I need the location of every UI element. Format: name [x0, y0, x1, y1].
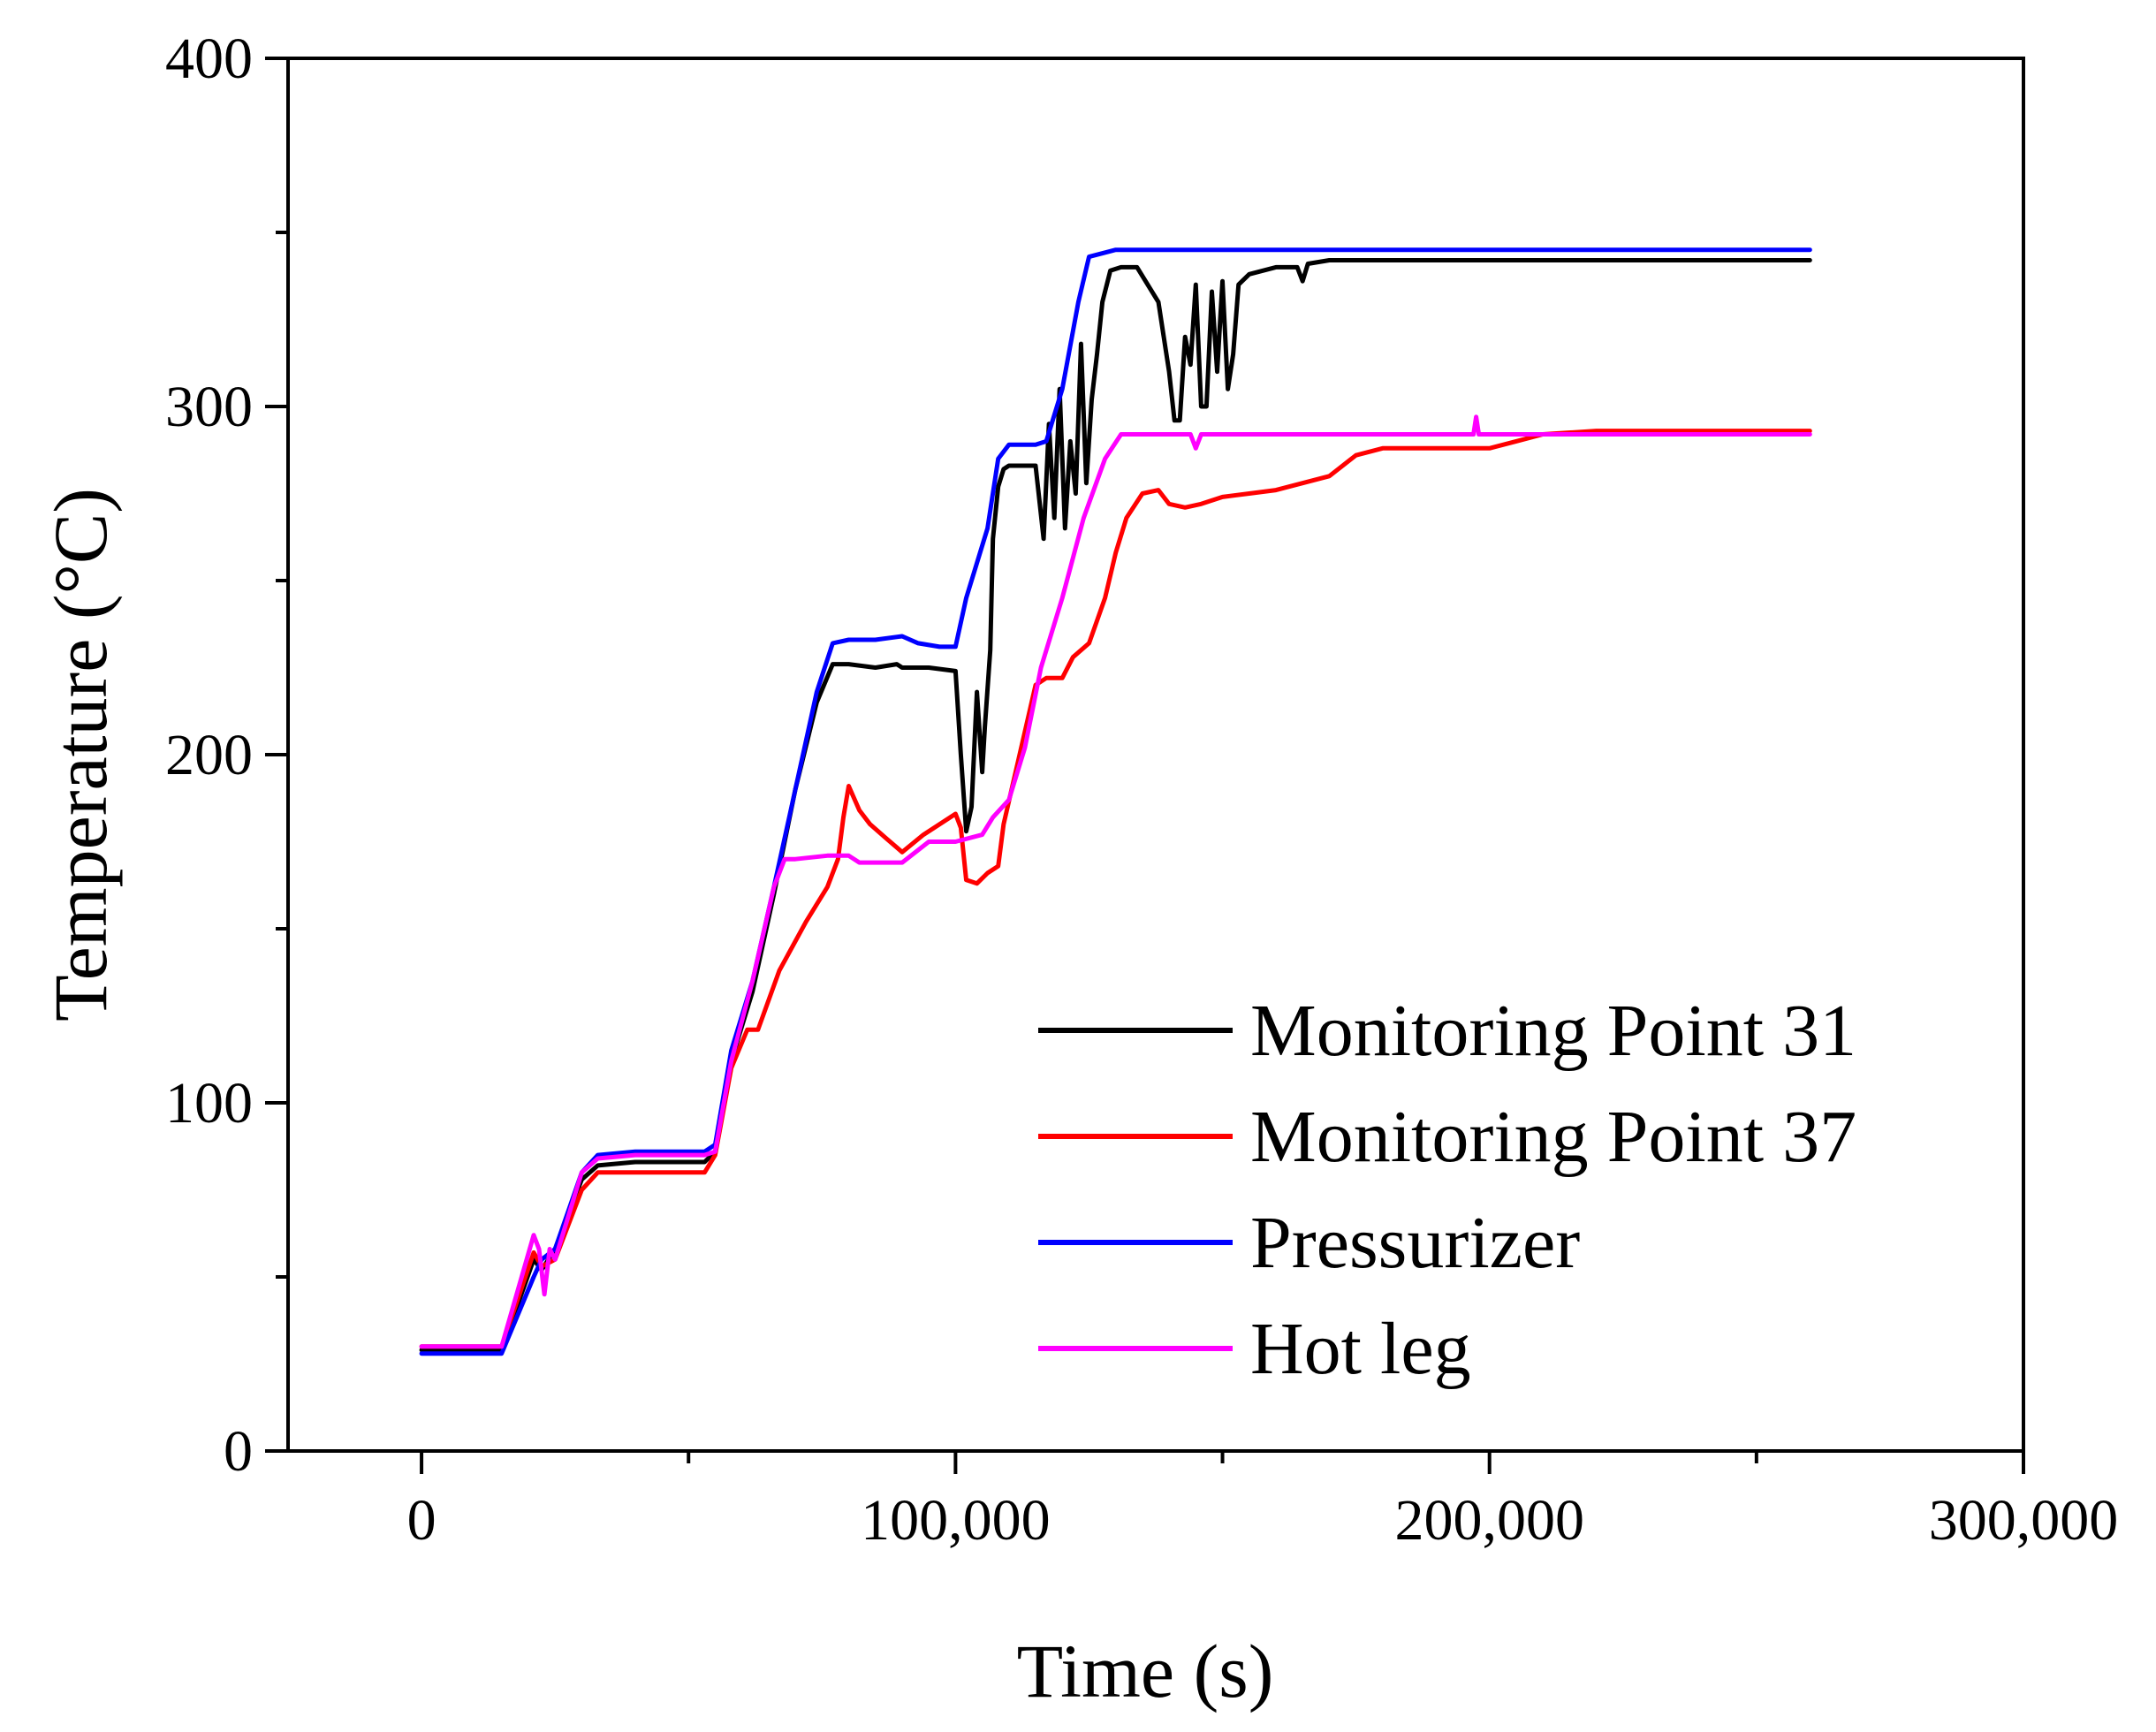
series-line-1 [419, 429, 1812, 1349]
y-tick-label: 0 [224, 1419, 253, 1484]
y-axis-title: Temperature (°C) [38, 488, 123, 1022]
y-tick-label: 400 [165, 27, 253, 91]
x-tick-label: 200,000 [1394, 1488, 1584, 1553]
legend-label-0: Monitoring Point 31 [1250, 990, 1856, 1072]
ticks: 0 100,000 200,000 300,000 0 100 200 300 400 [165, 27, 2118, 1553]
x-axis-title: Time (s) [1017, 1629, 1274, 1713]
y-tick-label: 100 [165, 1071, 253, 1136]
series-line-0 [419, 258, 1812, 1353]
x-tick-label: 100,000 [861, 1488, 1051, 1553]
legend-label-2: Pressurizer [1250, 1202, 1580, 1284]
series-layer [419, 247, 1812, 1356]
x-tick-label: 300,000 [1929, 1488, 2119, 1553]
legend: Monitoring Point 31 Monitoring Point 37 Pr… [1038, 990, 1856, 1390]
legend-label-3: Hot leg [1250, 1308, 1471, 1390]
series-line-2 [419, 247, 1812, 1356]
series-line-3 [419, 414, 1812, 1349]
legend-label-1: Monitoring Point 37 [1250, 1096, 1856, 1178]
y-tick-label: 200 [165, 723, 253, 787]
y-tick-label: 300 [165, 375, 253, 439]
x-tick-label: 0 [407, 1488, 437, 1553]
